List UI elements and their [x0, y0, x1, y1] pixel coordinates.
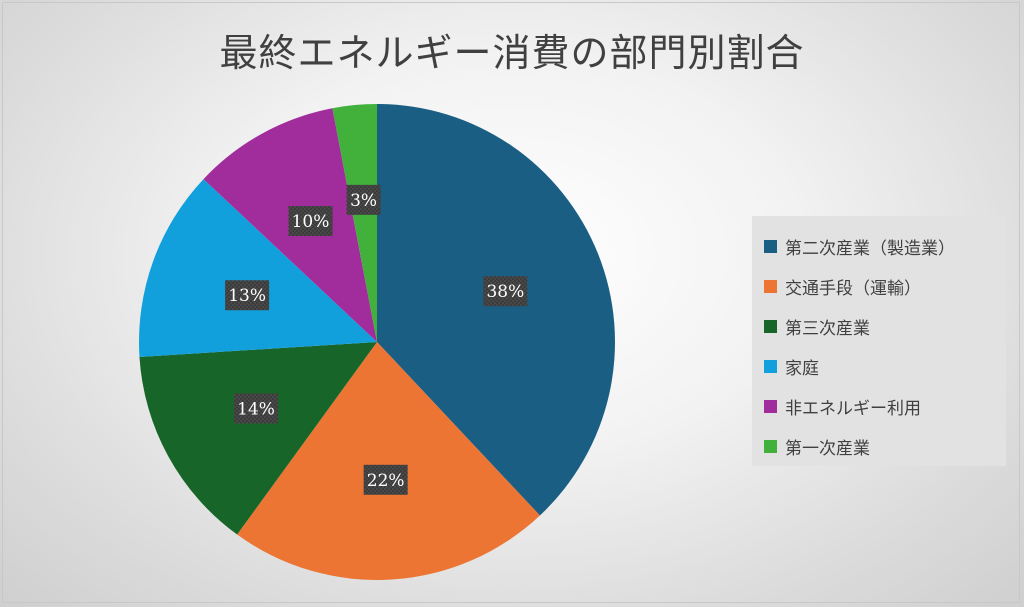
legend-label: 第三次産業	[785, 318, 870, 339]
chart-title: 最終エネルギー消費の部門別割合	[219, 31, 805, 75]
data-label: 22%	[363, 464, 408, 495]
legend-item: 交通手段（運輸）	[764, 266, 1006, 306]
legend-label: 非エネルギー利用	[785, 398, 921, 419]
pie-slice	[377, 104, 615, 516]
legend-swatch	[764, 399, 777, 413]
pie-slice	[332, 104, 377, 342]
data-label-text: 13%	[228, 286, 266, 306]
legend-item: 第一次産業	[764, 426, 1006, 466]
legend-swatch	[764, 319, 777, 333]
legend-item: 第二次産業（製造業）	[764, 226, 1006, 266]
data-label: 13%	[225, 280, 270, 311]
data-label: 14%	[234, 393, 279, 424]
chart-legend: 第二次産業（製造業） 交通手段（運輸） 第三次産業家庭非エネルギー利用 第一次産業	[752, 216, 1006, 466]
legend-swatch	[764, 359, 777, 373]
legend-label: 交通手段（運輸）	[785, 278, 921, 299]
legend-swatch	[764, 239, 777, 253]
data-label-text: 10%	[292, 212, 330, 232]
data-label-text: 3%	[350, 191, 377, 211]
legend-item: 家庭	[764, 346, 1006, 386]
legend-item: 第三次産業	[764, 306, 1006, 346]
data-label: 38%	[483, 276, 528, 307]
legend-label: 第一次産業	[785, 438, 870, 459]
legend-label: 第二次産業（製造業）	[785, 238, 955, 259]
legend-item: 非エネルギー利用	[764, 386, 1006, 426]
pie-slice	[237, 342, 540, 580]
legend-label: 家庭	[785, 358, 819, 379]
data-label: 3%	[346, 184, 381, 215]
legend-swatch	[764, 439, 777, 453]
pie-slice	[139, 179, 377, 357]
data-label-text: 38%	[486, 282, 524, 302]
pie-slices	[139, 104, 615, 580]
data-label-text: 14%	[237, 400, 275, 420]
pie-slice	[139, 342, 377, 535]
legend-swatch	[764, 279, 777, 293]
data-label: 10%	[288, 206, 333, 237]
data-label-text: 22%	[367, 471, 405, 491]
pie-data-labels: 38% 22% 14% 13% 10% 3%	[225, 184, 528, 495]
